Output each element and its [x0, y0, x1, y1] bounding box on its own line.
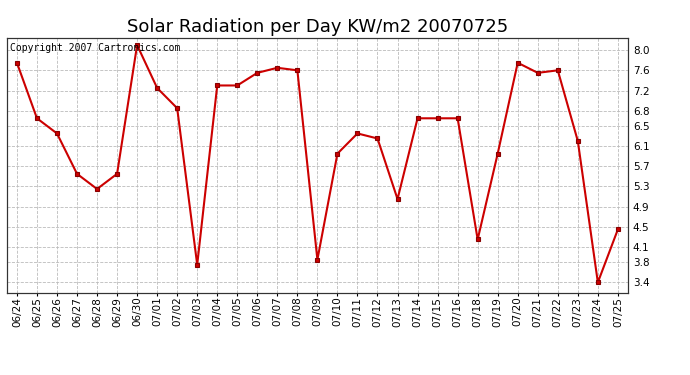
- Title: Solar Radiation per Day KW/m2 20070725: Solar Radiation per Day KW/m2 20070725: [127, 18, 508, 36]
- Text: Copyright 2007 Cartronics.com: Copyright 2007 Cartronics.com: [10, 43, 180, 52]
